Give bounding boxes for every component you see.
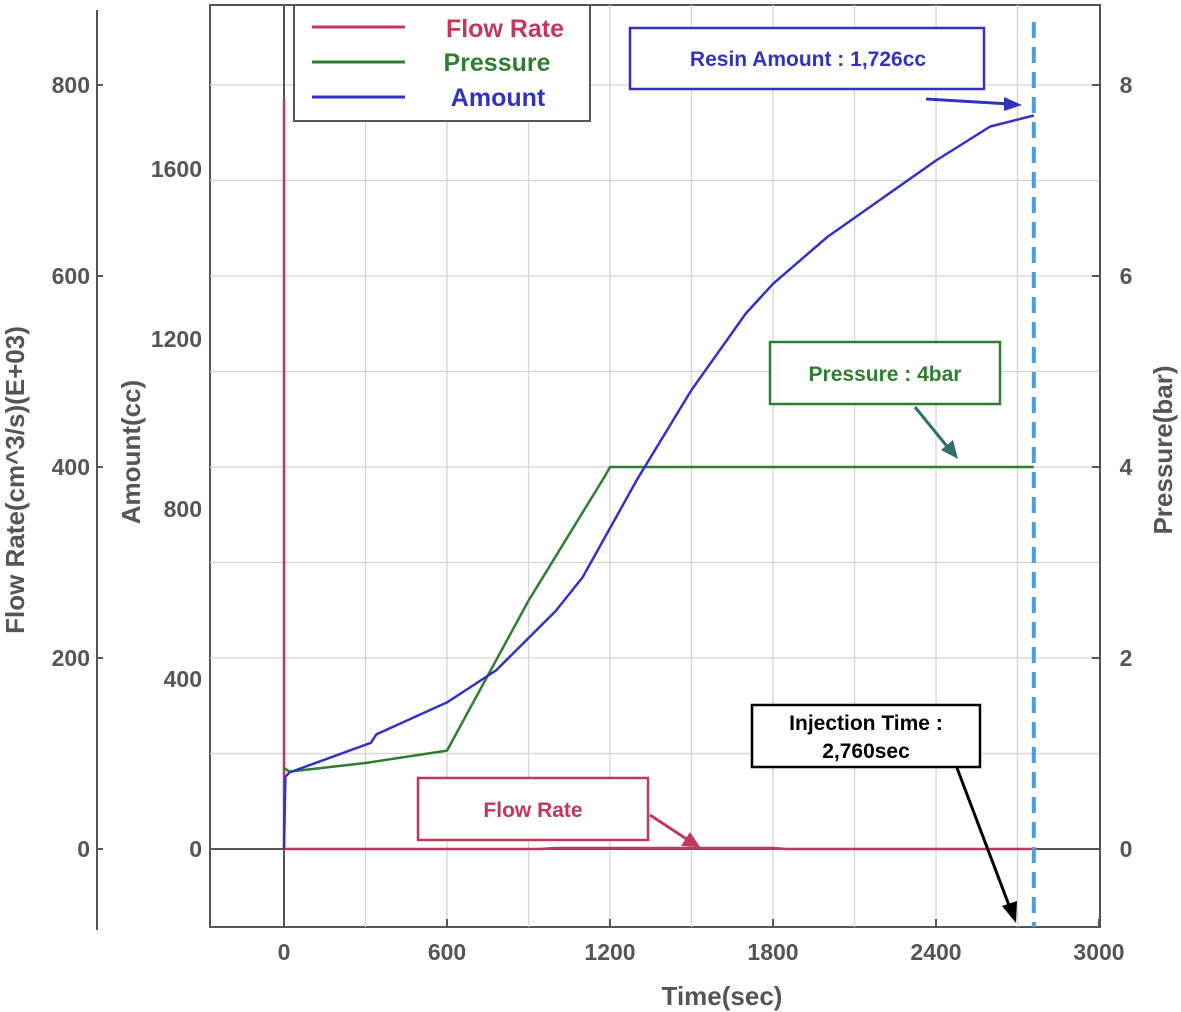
- legend-label-amount: Amount: [451, 84, 546, 112]
- pressure-arrow: [913, 406, 952, 451]
- flow-rate-arrowhead: [681, 832, 700, 847]
- pressure-tick-label: 0: [1120, 836, 1133, 862]
- resin-amount-arrowhead: [1004, 97, 1022, 111]
- flow-rate-box: [416, 776, 650, 842]
- legend-label-flow-rate: Flow Rate: [446, 15, 564, 43]
- pressure-tick-label: 8: [1120, 72, 1133, 98]
- flow-rate-axis-label: Flow Rate(cm^3/s)(E+03): [0, 326, 30, 634]
- x-tick-label: 1200: [584, 939, 635, 965]
- pressure-axis-label: Pressure(bar): [1148, 365, 1178, 534]
- injection-time-box: [750, 703, 982, 769]
- resin-amount-text: Resin Amount : 1,726cc: [690, 48, 926, 71]
- flow-rate-arrow: [649, 813, 689, 842]
- pressure-tick-label: 2: [1120, 645, 1133, 671]
- injection-time-text-line1: Injection Time :: [789, 712, 943, 735]
- amount-tick-label: 800: [164, 496, 202, 522]
- x-tick-label: 2400: [910, 939, 961, 965]
- x-tick-label: 3000: [1073, 939, 1124, 965]
- flow-rate-tick-label: 0: [77, 836, 90, 862]
- amount-axis-label: Amount(cc): [116, 380, 146, 524]
- legend: Flow Rate Pressure Amount: [293, 4, 591, 122]
- series-line-amount: [282, 114, 1035, 850]
- pressure-text: Pressure : 4bar: [809, 363, 962, 386]
- pressure-box: [768, 340, 1002, 406]
- amount-tick-label: 400: [164, 666, 202, 692]
- resin-amount-arrow: [925, 97, 1011, 106]
- pressure-tick-label: 6: [1120, 263, 1133, 289]
- x-tick-label: 600: [428, 939, 466, 965]
- injection-time-annotation: Injection Time : 2,760sec: [750, 703, 1017, 923]
- pressure-tick-label: 4: [1120, 454, 1133, 480]
- flow-rate-tick-label: 600: [52, 263, 90, 289]
- series-group: [282, 99, 1035, 851]
- flow-rate-tick-label: 200: [52, 645, 90, 671]
- pressure-arrowhead: [941, 440, 958, 459]
- injection-time-text-line2: 2,760sec: [822, 740, 910, 763]
- flow-rate-text: Flow Rate: [483, 799, 582, 822]
- x-tick-label: 0: [278, 939, 291, 965]
- legend-label-pressure: Pressure: [443, 49, 550, 77]
- flow-rate-tick-label: 400: [52, 454, 90, 480]
- flow-rate-tick-label: 800: [52, 72, 90, 98]
- amount-tick-label: 0: [189, 836, 202, 862]
- amount-tick-label: 1600: [151, 156, 202, 182]
- x-axis-label: Time(sec): [662, 981, 783, 1011]
- injection-time-arrowhead: [1002, 901, 1017, 923]
- pressure-annotation: Pressure : 4bar: [768, 340, 1002, 459]
- ticks: 0 600 1200 1800 2400 3000 0 200 400 600 800 0 400 800…: [52, 72, 1133, 965]
- injection-time-arrow: [955, 767, 1012, 909]
- amount-tick-label: 1200: [151, 326, 202, 352]
- x-tick-label: 1800: [747, 939, 798, 965]
- resin-amount-annotation: Resin Amount : 1,726cc: [628, 26, 1022, 111]
- flow-rate-annotation: Flow Rate: [416, 776, 700, 847]
- resin-amount-box: [628, 26, 986, 91]
